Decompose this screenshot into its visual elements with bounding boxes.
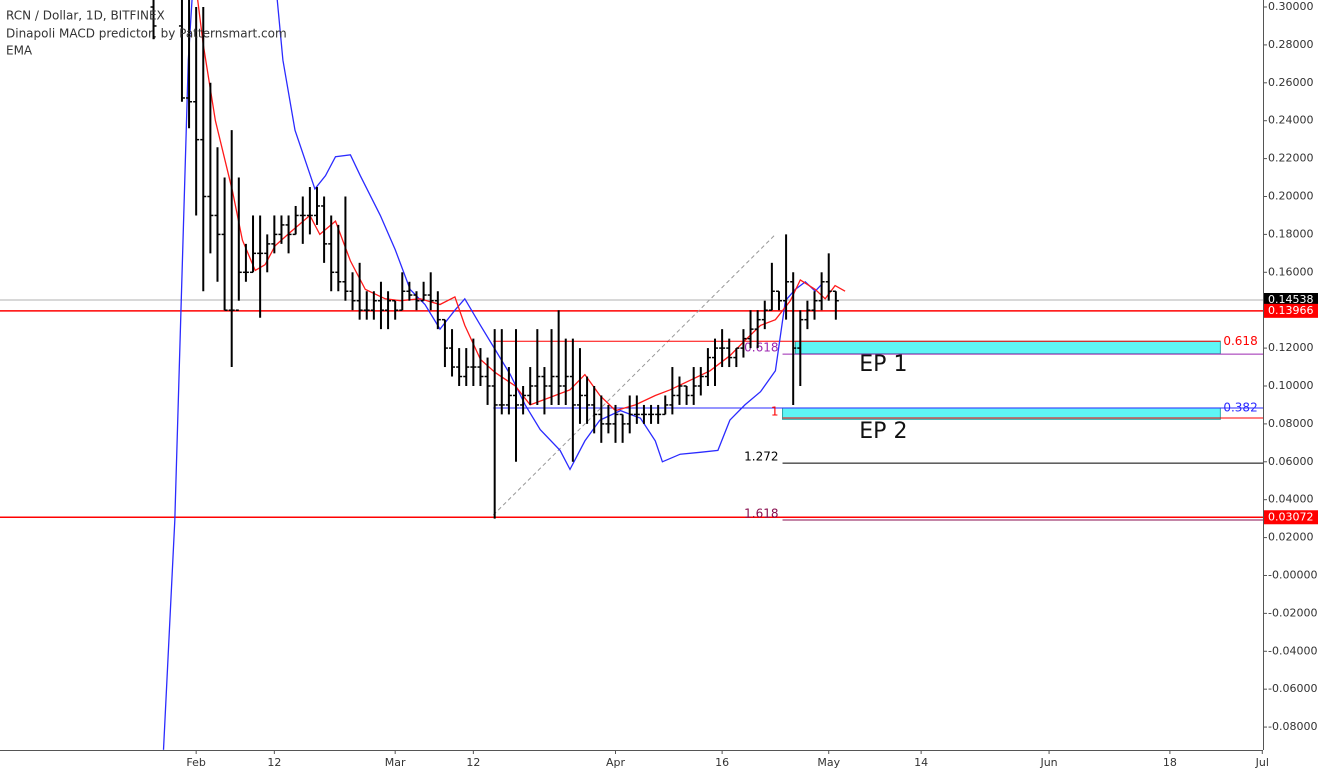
indicator-label: Dinapoli MACD predictor, by Patternsmart… xyxy=(6,27,287,41)
x-tick-label: 12 xyxy=(466,756,480,769)
symbol-title: RCN / Dollar, 1D, BITFINEX xyxy=(6,9,165,23)
x-tick-label: May xyxy=(817,756,840,769)
indicator-line xyxy=(162,0,823,750)
x-tick-label: 12 xyxy=(267,756,281,769)
x-tick-label: 16 xyxy=(715,756,729,769)
y-tick-label: 0.16000 xyxy=(1268,265,1314,278)
price-tag-label: 0.14538 xyxy=(1268,293,1314,306)
y-tick-label: -0.00000 xyxy=(1268,568,1317,581)
y-tick-label: -0.08000 xyxy=(1268,720,1317,733)
annotation: EP 2 xyxy=(859,419,907,444)
y-tick-label: 0.18000 xyxy=(1268,227,1314,240)
y-tick-label: 0.12000 xyxy=(1268,341,1314,354)
price-tag-label: 0.03072 xyxy=(1268,510,1314,523)
y-tick-label: -0.02000 xyxy=(1268,606,1317,619)
price-tag-label: 0.13966 xyxy=(1268,304,1314,317)
x-tick-label: Apr xyxy=(606,756,626,769)
y-tick-label: 0.22000 xyxy=(1268,152,1314,165)
y-tick-label: 0.10000 xyxy=(1268,379,1314,392)
x-tick-label: Jul xyxy=(1255,756,1269,769)
y-tick-label: -0.06000 xyxy=(1268,682,1317,695)
y-tick-label: 0.24000 xyxy=(1268,114,1314,127)
y-tick-label: 0.28000 xyxy=(1268,38,1314,51)
fib-ratio-label: 1 xyxy=(771,405,779,419)
fib-ratio-label: 0.618 xyxy=(744,341,778,355)
fib-ratio-label: 0.618 xyxy=(1223,334,1257,348)
annotation: EP 1 xyxy=(859,352,907,377)
y-tick-label: 0.08000 xyxy=(1268,417,1314,430)
y-tick-label: 0.26000 xyxy=(1268,76,1314,89)
x-tick-label: 14 xyxy=(914,756,928,769)
price-tag xyxy=(1264,510,1318,525)
y-tick-label: 0.20000 xyxy=(1268,190,1314,203)
trend-line xyxy=(492,234,776,516)
y-tick-label: 0.04000 xyxy=(1268,493,1314,506)
axes: 0.30000 0.28000 0.26000 0.24000 0.22000 0.200… xyxy=(186,0,1318,769)
fib-ratio-label: 1.618 xyxy=(744,506,778,520)
price-tag xyxy=(1264,303,1318,318)
x-tick-label: 18 xyxy=(1163,756,1177,769)
y-tick-label: 0.06000 xyxy=(1268,455,1314,468)
x-tick-label: Mar xyxy=(385,756,406,769)
fib-ratio-label: 0.382 xyxy=(1223,400,1257,414)
x-tick-label: Jun xyxy=(1039,756,1057,769)
fib-ratio-label: 1.272 xyxy=(744,450,778,464)
y-tick-label: 0.30000 xyxy=(1268,0,1314,13)
plot-area: 0.618 0.382 0.618 1 1.272 1.618 EP 1 EP 2 xyxy=(0,0,1263,750)
price-tag xyxy=(1264,293,1318,307)
y-tick-label: 0.02000 xyxy=(1268,531,1314,544)
indicator-label: EMA xyxy=(6,44,33,58)
y-tick-label: -0.04000 xyxy=(1268,644,1317,657)
x-tick-label: Feb xyxy=(186,756,205,769)
